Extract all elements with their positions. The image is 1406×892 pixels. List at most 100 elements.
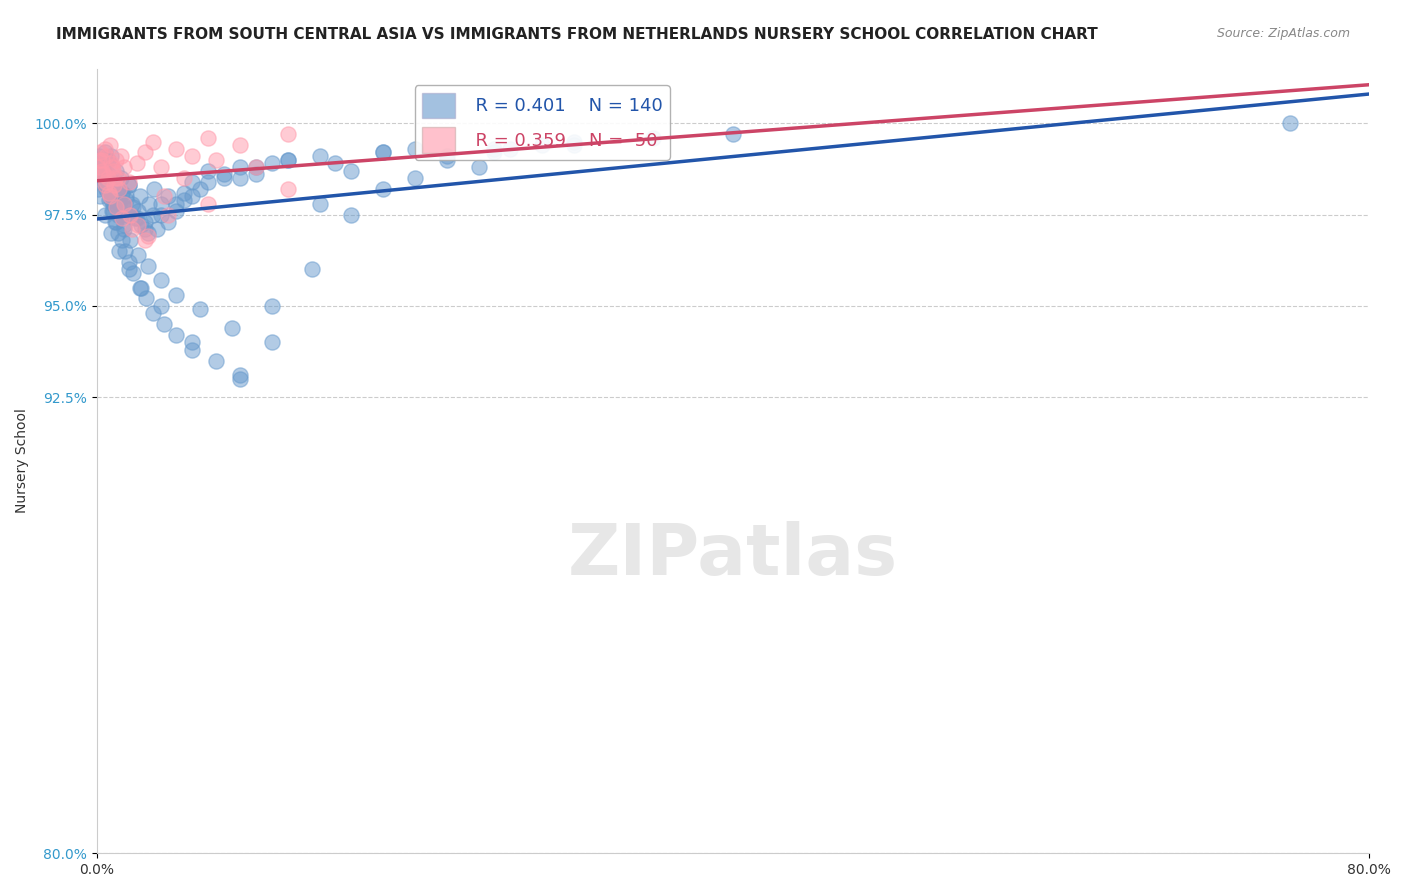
Point <box>142 306 165 320</box>
Point <box>91 167 114 181</box>
Point <box>110 233 132 247</box>
Point <box>173 171 195 186</box>
Point <box>101 160 124 174</box>
Point <box>111 186 134 200</box>
Point <box>108 196 131 211</box>
Point <box>91 160 114 174</box>
Point <box>104 200 127 214</box>
Point <box>107 182 129 196</box>
Point <box>87 182 110 196</box>
Point <box>134 222 156 236</box>
Point <box>104 215 127 229</box>
Point <box>308 196 330 211</box>
Point <box>149 160 172 174</box>
Point <box>143 182 166 196</box>
Point <box>122 200 145 214</box>
Point <box>107 189 129 203</box>
Point <box>90 160 112 174</box>
Point <box>149 196 172 211</box>
Point <box>94 175 117 189</box>
Point <box>188 302 211 317</box>
Point <box>125 156 148 170</box>
Point <box>308 149 330 163</box>
Point <box>100 193 122 207</box>
Point <box>165 203 187 218</box>
Point <box>173 193 195 207</box>
Point <box>120 207 142 221</box>
Point <box>114 244 136 258</box>
Point <box>340 163 363 178</box>
Point <box>101 203 124 218</box>
Point <box>111 211 134 226</box>
Point <box>134 145 156 160</box>
Point <box>89 163 111 178</box>
Point <box>149 299 172 313</box>
Point <box>260 335 283 350</box>
Point <box>108 193 131 207</box>
Point <box>157 207 180 221</box>
Point <box>89 149 111 163</box>
Point <box>89 189 111 203</box>
Point <box>89 145 111 160</box>
Point <box>229 368 252 383</box>
Point <box>112 160 135 174</box>
Point <box>87 160 110 174</box>
Point <box>181 189 204 203</box>
Point <box>197 131 219 145</box>
Point <box>1278 116 1301 130</box>
Point <box>103 178 125 193</box>
Point <box>97 193 120 207</box>
Point <box>98 189 121 203</box>
Point <box>165 328 187 343</box>
Point <box>107 171 129 186</box>
Point <box>260 299 283 313</box>
Point <box>98 138 121 153</box>
Point <box>325 156 347 170</box>
Y-axis label: Nursery School: Nursery School <box>15 409 30 513</box>
Point <box>91 163 114 178</box>
Point <box>118 178 141 193</box>
Point <box>212 167 235 181</box>
Point <box>205 153 228 167</box>
Point <box>96 149 118 163</box>
Point <box>436 153 458 167</box>
Point <box>245 167 267 181</box>
Point <box>97 167 120 181</box>
Point <box>118 175 141 189</box>
Point <box>90 153 112 167</box>
Point <box>100 226 122 240</box>
Point <box>104 163 127 178</box>
Point <box>136 259 159 273</box>
Point <box>89 171 111 186</box>
Point <box>103 175 125 189</box>
Point <box>100 156 122 170</box>
Point <box>128 189 150 203</box>
Point <box>467 160 489 174</box>
Point <box>152 189 174 203</box>
Point <box>245 160 267 174</box>
Point <box>91 156 114 170</box>
Point <box>135 292 157 306</box>
Point <box>229 138 252 153</box>
Point <box>146 222 169 236</box>
Point <box>98 186 121 200</box>
Point <box>131 280 153 294</box>
Point <box>125 211 148 226</box>
Point <box>115 207 138 221</box>
Point <box>436 149 458 163</box>
Point <box>562 138 585 153</box>
Point <box>127 203 149 218</box>
Point <box>277 127 299 141</box>
Point <box>89 153 111 167</box>
Point <box>112 196 135 211</box>
Point <box>149 273 172 287</box>
Point <box>110 207 132 221</box>
Point <box>101 203 124 218</box>
Point <box>173 186 195 200</box>
Point <box>96 178 118 193</box>
Point <box>89 167 111 181</box>
Point <box>94 182 117 196</box>
Point <box>97 153 120 167</box>
Point <box>90 153 112 167</box>
Point <box>98 186 121 200</box>
